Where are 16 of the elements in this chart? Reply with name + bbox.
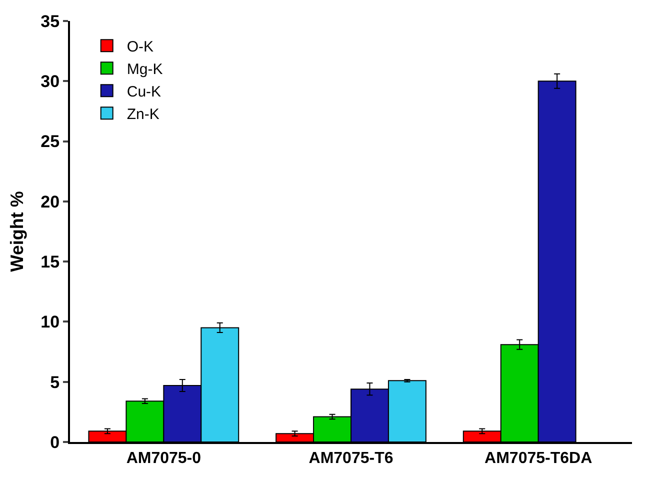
y-tick-label: 5 xyxy=(50,372,60,392)
legend-label: Zn-K xyxy=(126,106,160,124)
x-tick-label: AM7075-0 xyxy=(126,450,202,468)
y-tick-label: 10 xyxy=(40,312,60,332)
legend-label: O-K xyxy=(126,38,154,56)
y-tick-label: 25 xyxy=(40,132,60,152)
x-tick-label: AM7075-T6 xyxy=(308,450,394,468)
legend-label: Cu-K xyxy=(126,84,162,101)
y-tick-label: 30 xyxy=(40,72,60,92)
y-tick-label: 20 xyxy=(40,192,60,212)
y-tick-label: 15 xyxy=(40,252,60,272)
legend-label: Mg-K xyxy=(126,61,163,78)
x-tick-label: AM7075-T6DA xyxy=(484,450,593,468)
y-axis-title: Weight % xyxy=(7,191,27,272)
y-tick-label: 35 xyxy=(40,12,60,31)
y-tick-label: 0 xyxy=(50,432,60,452)
